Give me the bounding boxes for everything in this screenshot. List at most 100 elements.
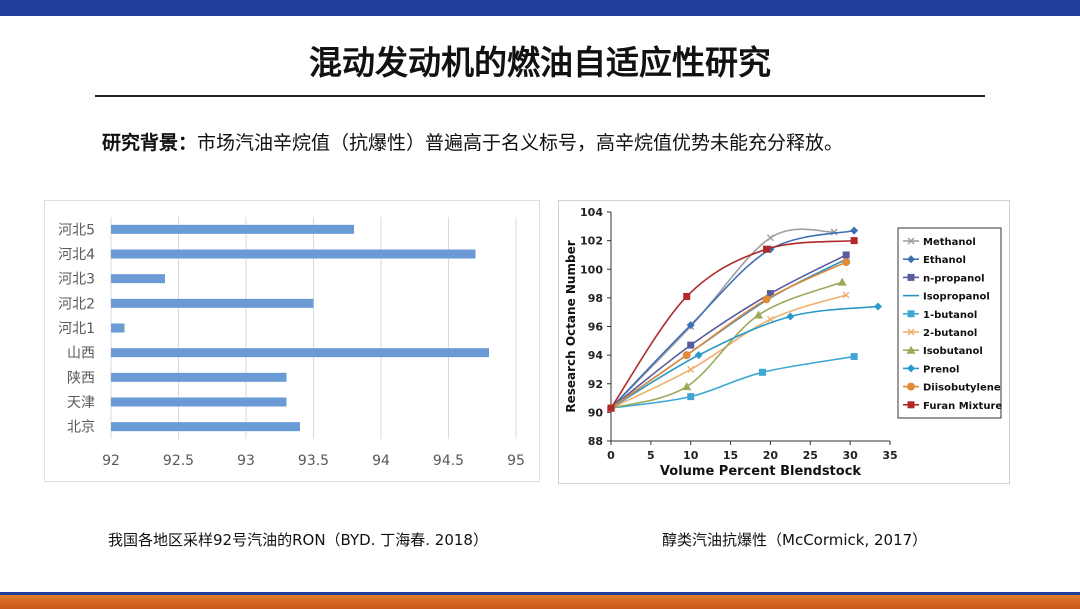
legend-label-isopropanol: Isopropanol bbox=[923, 292, 990, 303]
bar-category-label: 山西 bbox=[67, 346, 95, 362]
line-x-tick-label: 5 bbox=[647, 449, 655, 462]
series-2-butanol bbox=[607, 291, 850, 412]
bar-category-label: 河北4 bbox=[58, 247, 95, 263]
bar-category-label: 河北5 bbox=[58, 222, 95, 238]
line-x-tick-label: 30 bbox=[842, 449, 858, 462]
series-line-prenol bbox=[610, 305, 879, 409]
legend-marker-prenol bbox=[907, 364, 915, 373]
point-diisobutylene bbox=[682, 351, 691, 360]
bar-河北4 bbox=[111, 249, 476, 259]
bar-河北3 bbox=[111, 274, 165, 284]
series-line-methanol bbox=[610, 228, 835, 409]
bar-河北2 bbox=[111, 298, 314, 308]
point-n-propanol bbox=[687, 341, 695, 349]
research-background: 研究背景：市场汽油辛烷值（抗爆性）普遍高于名义标号，高辛烷值优势未能充分释放。 bbox=[102, 128, 843, 155]
bar-x-tick-label: 93.5 bbox=[298, 453, 329, 469]
legend-marker-methanol-b bbox=[907, 237, 915, 245]
point-diisobutylene bbox=[762, 295, 771, 304]
bar-x-tick-label: 94.5 bbox=[433, 453, 464, 469]
legend-item-isopropanol: Isopropanol bbox=[903, 292, 990, 303]
bar-河北5 bbox=[111, 224, 354, 234]
legend-marker-2-butanol-b bbox=[907, 328, 915, 336]
legend-label-methanol: Methanol bbox=[923, 237, 976, 248]
bar-陕西 bbox=[111, 372, 287, 382]
legend-marker-furan-mixture bbox=[907, 401, 915, 409]
bar-category-label: 天津 bbox=[67, 395, 95, 411]
point-prenol bbox=[874, 302, 883, 311]
legend-label-diisobutylene: Diisobutylene bbox=[923, 383, 1001, 394]
bar-category-label: 河北3 bbox=[58, 272, 95, 288]
point-1-butanol bbox=[850, 353, 858, 361]
bottom-accent-line bbox=[0, 592, 1080, 595]
y-axis-title: Research Octane Number bbox=[564, 240, 578, 412]
x-axis-title: Volume Percent Blendstock bbox=[660, 464, 861, 479]
bar-category-label: 北京 bbox=[67, 420, 95, 436]
series-line-isobutanol bbox=[610, 281, 843, 409]
series-furan-mixture bbox=[607, 237, 858, 412]
point-isobutanol bbox=[753, 310, 763, 319]
line-x-tick-label: 20 bbox=[763, 449, 779, 462]
legend-item-diisobutylene: Diisobutylene bbox=[903, 382, 1001, 394]
legend-item-n-propanol: n-propanol bbox=[903, 273, 985, 284]
legend-item-isobutanol: Isobutanol bbox=[903, 345, 983, 357]
legend-item-furan-mixture: Furan Mixture bbox=[903, 401, 1002, 412]
legend-item-2-butanol: 2-butanol bbox=[903, 328, 977, 339]
line-y-tick-label: 94 bbox=[588, 349, 604, 362]
point-isobutanol bbox=[837, 277, 847, 286]
line-x-tick-label: 35 bbox=[882, 449, 897, 462]
series-prenol bbox=[607, 302, 883, 413]
point-furan-mixture bbox=[683, 292, 691, 300]
point-furan-mixture bbox=[762, 245, 770, 253]
point-prenol bbox=[786, 312, 795, 321]
line-y-tick-label: 92 bbox=[588, 378, 603, 391]
point-methanol-b bbox=[766, 234, 774, 242]
point-isobutanol bbox=[682, 382, 692, 391]
top-accent-bar bbox=[0, 0, 1080, 16]
point-n-propanol bbox=[842, 251, 850, 259]
series-line-furan-mixture bbox=[610, 239, 855, 409]
point-2-butanol-b bbox=[842, 291, 850, 299]
line-y-tick-label: 102 bbox=[580, 235, 603, 248]
bottom-accent-bar bbox=[0, 595, 1080, 609]
legend-item-ethanol: Ethanol bbox=[903, 255, 966, 266]
legend-marker-ethanol bbox=[907, 255, 915, 264]
legend-label-1-butanol: 1-butanol bbox=[923, 310, 977, 321]
background-text: 市场汽油辛烷值（抗爆性）普遍高于名义标号，高辛烷值优势未能充分释放。 bbox=[197, 132, 844, 154]
series-isobutanol bbox=[606, 277, 847, 412]
line-x-tick-label: 15 bbox=[723, 449, 738, 462]
line-x-tick-label: 0 bbox=[607, 449, 615, 462]
slide-title: 混动发动机的燃油自适应性研究 bbox=[309, 43, 771, 82]
series-line-diisobutylene bbox=[610, 261, 847, 409]
point-prenol bbox=[694, 351, 703, 360]
legend-label-isobutanol: Isobutanol bbox=[923, 346, 983, 357]
line-y-tick-label: 88 bbox=[588, 435, 603, 448]
series-line-ethanol bbox=[610, 229, 855, 409]
ron-bar-chart: 92 92.5 93 93.5 94 94.5 95 河北5 河北4 河北3 河北2 河北1 山西 陕西天… bbox=[44, 200, 540, 482]
caption-right: 醇类汽油抗爆性（McCormick, 2017） bbox=[662, 531, 928, 549]
bar-x-tick-label: 94 bbox=[372, 453, 390, 469]
legend-item-methanol: Methanol bbox=[903, 237, 976, 248]
line-y-tick-label: 98 bbox=[588, 292, 603, 305]
octane-blend-chart-svg: 88 90 92 94 96 98 100 102 104 0 5 10 15 20 25 30 35 Volum… bbox=[564, 206, 1002, 479]
point-1-butanol bbox=[687, 393, 695, 401]
bar-x-tick-label: 92.5 bbox=[163, 453, 194, 469]
line-y-tick-label: 96 bbox=[588, 321, 604, 334]
line-y-tick-label: 100 bbox=[580, 263, 603, 276]
bar-河北1 bbox=[111, 323, 125, 333]
point-furan-mixture bbox=[850, 237, 858, 245]
legend-label-ethanol: Ethanol bbox=[923, 255, 966, 266]
legend-marker-n-propanol bbox=[907, 273, 915, 281]
point-2-butanol-b bbox=[687, 365, 695, 373]
point-diisobutylene bbox=[842, 258, 851, 267]
line-y-tick-label: 90 bbox=[588, 406, 604, 419]
legend-marker-diisobutylene bbox=[907, 382, 915, 391]
series-line-n-propanol bbox=[610, 254, 847, 409]
bar-x-tick-label: 92 bbox=[102, 453, 120, 469]
ron-bar-chart-svg: 92 92.5 93 93.5 94 94.5 95 河北5 河北4 河北3 河北2 河北1 山西陕西天… bbox=[58, 217, 525, 469]
legend-marker-isobutanol bbox=[906, 345, 916, 354]
point-1-butanol bbox=[758, 368, 766, 376]
legend-item-1-butanol: 1-butanol bbox=[903, 310, 977, 321]
legend-label-prenol: Prenol bbox=[923, 364, 959, 375]
point-ethanol bbox=[850, 226, 859, 235]
legend-label-2-butanol: 2-butanol bbox=[923, 328, 977, 339]
